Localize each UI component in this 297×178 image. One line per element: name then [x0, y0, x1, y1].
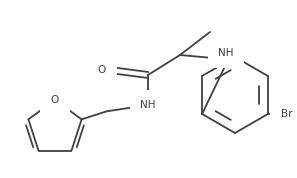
Text: O: O — [51, 95, 59, 105]
Text: Br: Br — [281, 109, 293, 119]
Text: NH: NH — [140, 100, 156, 110]
Text: O: O — [98, 65, 106, 75]
Text: NH: NH — [218, 48, 233, 58]
